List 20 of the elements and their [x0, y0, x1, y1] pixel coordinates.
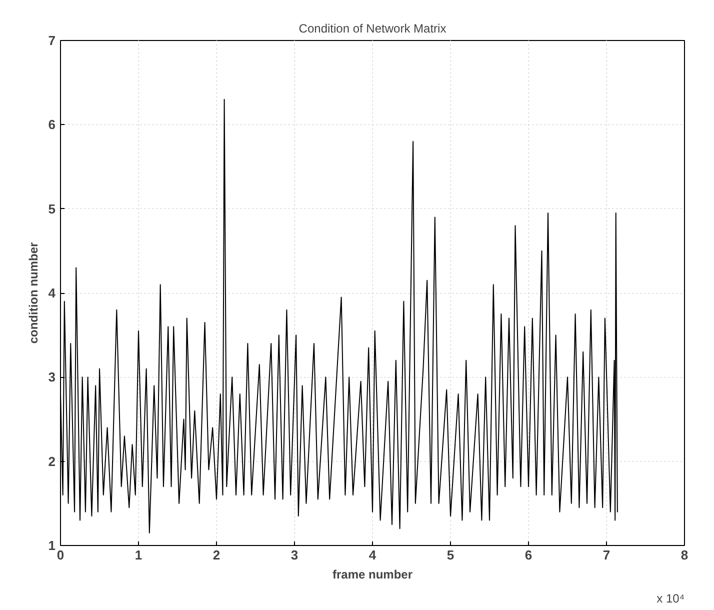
x-tick-label: 7	[602, 548, 610, 562]
x-tick-label: 2	[212, 548, 220, 562]
text: x 10⁴	[656, 592, 685, 606]
x-tick-label: 6	[524, 548, 532, 562]
y-tick-label: 7	[48, 33, 56, 48]
y-tick-label: 2	[48, 454, 56, 469]
y-tick-label: 6	[48, 117, 56, 132]
x-tick-label: 5	[446, 548, 454, 562]
y-tick-label: 4	[48, 286, 56, 300]
x-tick-label: 3	[290, 548, 298, 562]
y-tick-label: 1	[48, 538, 56, 553]
x-tick-label: 4	[368, 548, 377, 562]
x-axis-title: frame number	[332, 568, 413, 582]
y-tick-label: 3	[48, 370, 56, 385]
x-tick-label: 0	[56, 548, 64, 562]
x-tick-label: 8	[680, 548, 688, 562]
chart-title: Condition of Network Matrix	[298, 22, 446, 36]
y-axis-title: condition number	[26, 242, 40, 344]
x-tick-label: 1	[134, 548, 142, 562]
y-tick-label: 5	[48, 201, 56, 216]
